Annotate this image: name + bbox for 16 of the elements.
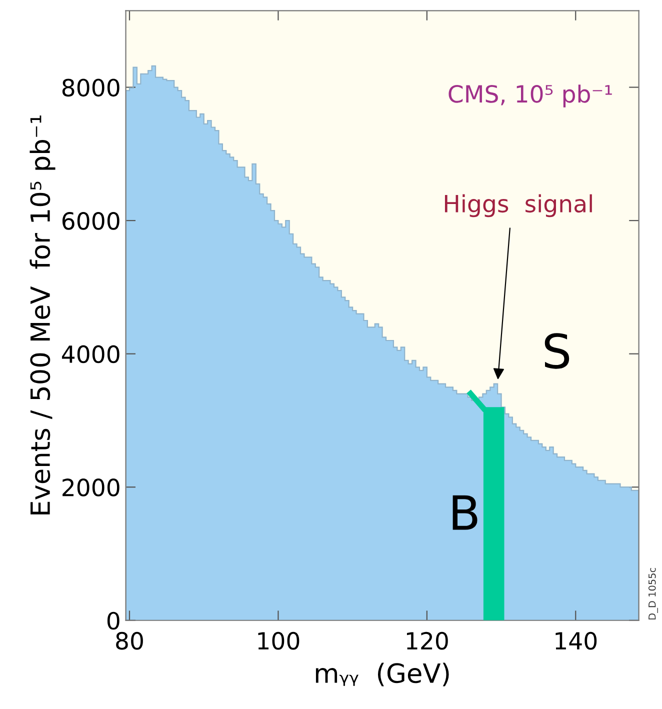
x-tick-label: 80 [116, 632, 143, 650]
x-tick-label: 120 [406, 632, 448, 650]
text: D_D 1055c [648, 568, 658, 620]
x-tick-label: 100 [258, 632, 300, 650]
y-axis-title: Events / 500 MeV for 10⁵ pb⁻¹ [30, 116, 56, 514]
annotation: B [452, 495, 478, 530]
y-tick-label: 0 [107, 612, 120, 630]
y-tick-label: 2000 [62, 478, 120, 496]
x-axis-title: mᵧᵧ (GeV) [316, 662, 449, 686]
y-tick-label: 4000 [62, 345, 120, 364]
annotation: CMS, 10⁵ pb⁻¹ [448, 84, 612, 108]
y-tick-label: 6000 [62, 212, 120, 230]
annotation: S [544, 333, 570, 369]
y-tick-label: 8000 [62, 78, 120, 97]
annotation: Higgs signal [444, 194, 592, 218]
x-tick-label: 140 [556, 632, 597, 650]
